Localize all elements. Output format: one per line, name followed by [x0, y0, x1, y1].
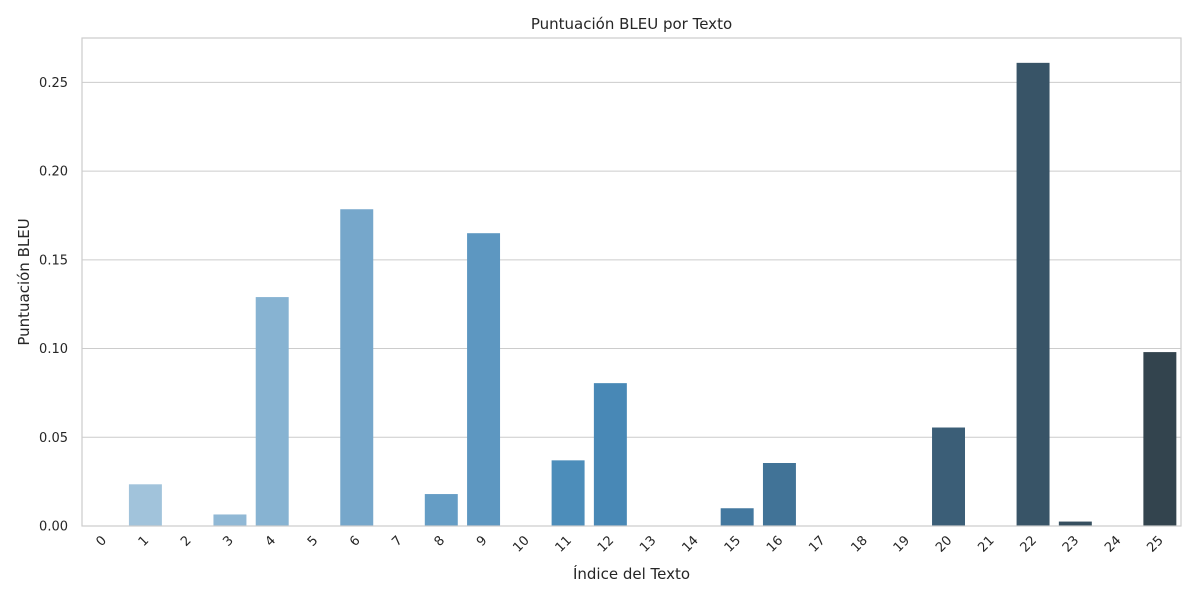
x-tick-label: 10 — [510, 533, 532, 555]
bar-23 — [1058, 521, 1092, 526]
y-tick-label: 0.05 — [39, 431, 68, 446]
x-tick-label: 15 — [722, 533, 744, 555]
x-tick-label: 18 — [849, 533, 871, 555]
x-tick-label: 7 — [389, 533, 405, 549]
x-tick-label: 23 — [1060, 533, 1082, 555]
bar-3 — [213, 514, 247, 526]
grid-lines — [82, 81, 1181, 527]
bar-8 — [424, 494, 458, 526]
x-tick-label: 17 — [806, 533, 828, 555]
x-tick-label: 13 — [637, 533, 659, 555]
bar-12 — [593, 383, 627, 526]
x-tick-label: 14 — [679, 533, 701, 555]
x-tick-label: 8 — [432, 533, 448, 549]
x-tick-label: 4 — [263, 533, 279, 549]
x-tick-label: 21 — [975, 533, 997, 555]
x-tick-label: 16 — [764, 533, 786, 555]
x-tick-label: 12 — [595, 533, 617, 555]
x-tick-label: 0 — [94, 533, 110, 549]
bar-6 — [340, 209, 374, 526]
y-axis-ticks: 0.00 0.05 0.10 0.15 0.20 0.25 — [39, 76, 68, 535]
bar-9 — [467, 233, 501, 526]
x-tick-label: 22 — [1018, 533, 1040, 555]
x-tick-label: 25 — [1144, 533, 1166, 555]
bar-16 — [762, 463, 796, 526]
chart-title: Puntuación BLEU por Texto — [531, 15, 732, 33]
x-tick-label: 1 — [136, 533, 152, 549]
bars — [128, 62, 1177, 527]
x-tick-label: 24 — [1102, 533, 1124, 555]
bar-1 — [128, 484, 162, 526]
bar-11 — [551, 460, 585, 526]
x-tick-label: 2 — [178, 533, 194, 549]
y-tick-label: 0.25 — [39, 76, 68, 91]
bar-22 — [1016, 62, 1050, 527]
y-tick-label: 0.00 — [39, 520, 68, 535]
y-tick-label: 0.20 — [39, 165, 68, 180]
x-tick-label: 3 — [220, 533, 236, 549]
x-tick-label: 19 — [891, 533, 913, 555]
y-axis-label: Puntuación BLEU — [15, 218, 33, 345]
x-tick-label: 11 — [553, 533, 575, 555]
x-axis-ticks: 0 1 2 3 4 5 6 7 8 9 10 11 12 13 14 15 16 17 18 19 20 21 22 23 24… — [94, 533, 1167, 555]
bar-15 — [720, 508, 754, 526]
x-tick-label: 20 — [933, 533, 955, 555]
y-tick-label: 0.15 — [39, 253, 68, 268]
bar-4 — [255, 297, 289, 526]
plot-frame — [81, 37, 1182, 527]
x-axis-label: Índice del Texto — [573, 564, 690, 583]
y-tick-label: 0.10 — [39, 342, 68, 357]
bar-25 — [1143, 352, 1177, 526]
bar-20 — [932, 427, 966, 526]
x-tick-label: 9 — [474, 533, 490, 549]
x-tick-label: 6 — [347, 533, 363, 549]
x-tick-label: 5 — [305, 533, 321, 549]
